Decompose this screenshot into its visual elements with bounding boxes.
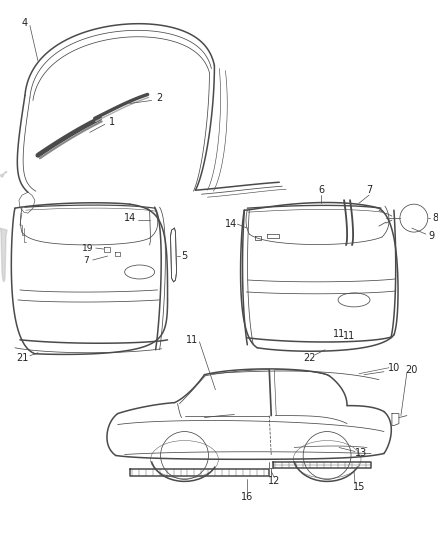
- Polygon shape: [0, 228, 7, 282]
- Polygon shape: [0, 171, 7, 177]
- Text: 13: 13: [355, 448, 367, 458]
- Text: 22: 22: [303, 353, 315, 363]
- Text: 11: 11: [186, 335, 198, 345]
- Text: 12: 12: [268, 477, 280, 487]
- Text: 6: 6: [318, 185, 324, 195]
- Text: 14: 14: [124, 213, 136, 223]
- Text: 1: 1: [109, 117, 115, 127]
- Text: 15: 15: [353, 482, 365, 492]
- Text: 10: 10: [388, 363, 400, 373]
- Text: 16: 16: [241, 492, 254, 503]
- Text: 2: 2: [156, 93, 162, 103]
- Text: 21: 21: [16, 353, 28, 363]
- Text: 11: 11: [343, 331, 355, 341]
- Text: 14: 14: [225, 219, 237, 229]
- Text: 9: 9: [429, 231, 435, 241]
- Text: 19: 19: [82, 244, 93, 253]
- Text: 11: 11: [333, 329, 345, 339]
- Text: 7: 7: [366, 185, 372, 195]
- Text: 8: 8: [433, 213, 438, 223]
- Text: 5: 5: [181, 251, 187, 261]
- Text: 7: 7: [83, 255, 88, 264]
- Text: 20: 20: [406, 365, 418, 375]
- Text: 4: 4: [22, 18, 28, 28]
